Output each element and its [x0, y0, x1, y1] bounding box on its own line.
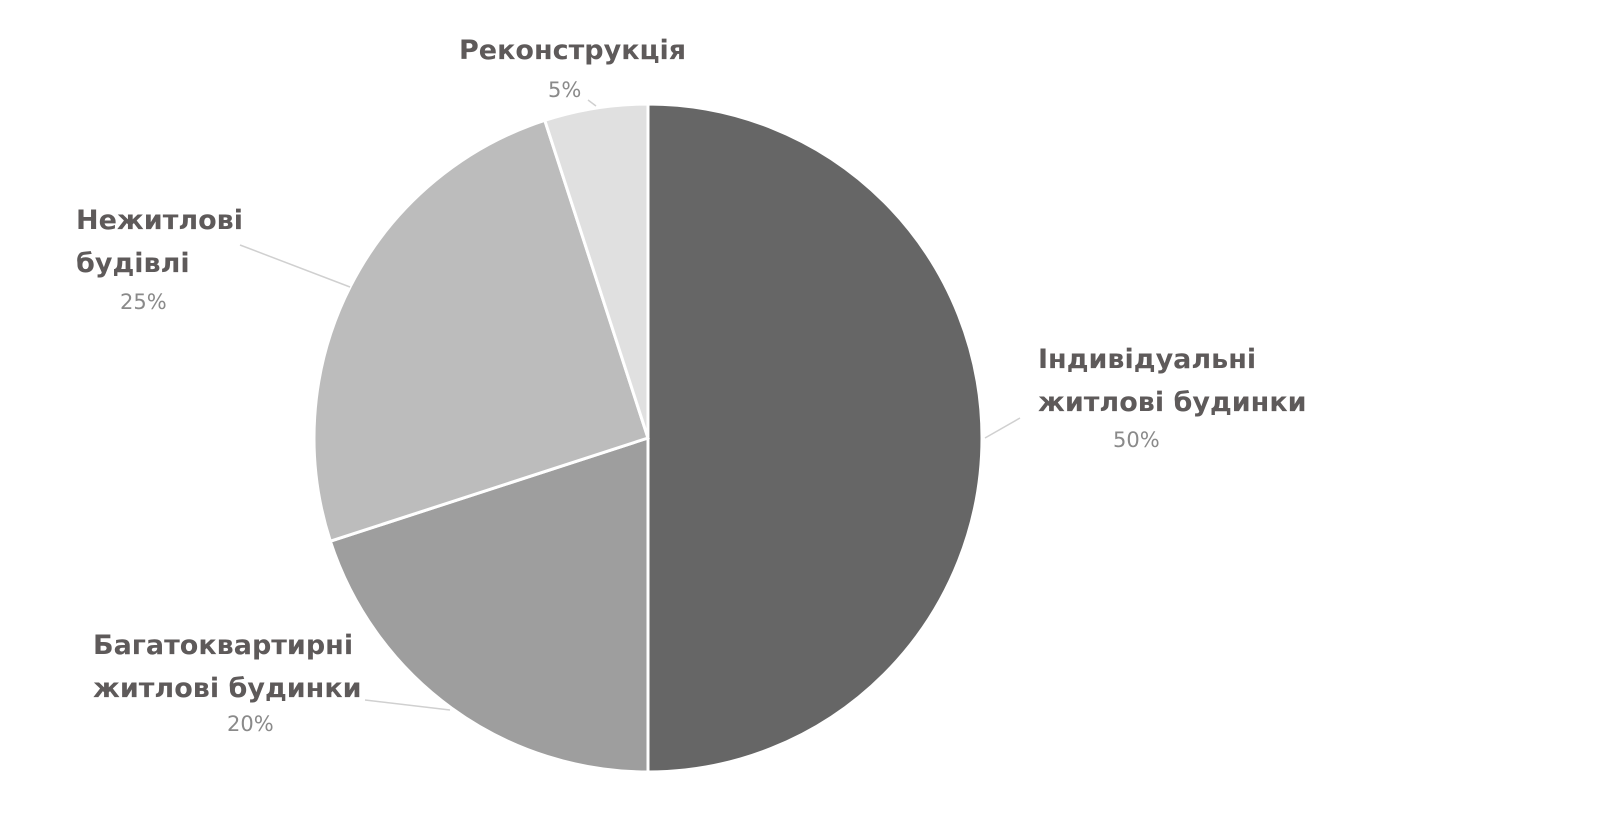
value-label: 20%: [227, 712, 274, 736]
leader-line: [984, 417, 1021, 439]
value-label: 25%: [120, 290, 167, 314]
pie-slice: [646, 102, 984, 774]
pie-slice: [542, 102, 650, 439]
slice-label: Індивідуальні житлові будинки: [1038, 344, 1307, 418]
value-label: 5%: [548, 78, 582, 102]
leader-line: [239, 244, 351, 288]
pie-slice: [328, 435, 650, 774]
slice-label: Реконструкція: [459, 35, 687, 66]
slice-label: Багатоквартирні житлові будинки: [93, 630, 362, 704]
leader-line: [587, 99, 597, 107]
leader-line: [364, 699, 451, 711]
pie-slice: [312, 118, 650, 544]
value-label: 50%: [1113, 428, 1160, 452]
slice-label: Нежитлові будівлі: [76, 205, 244, 279]
